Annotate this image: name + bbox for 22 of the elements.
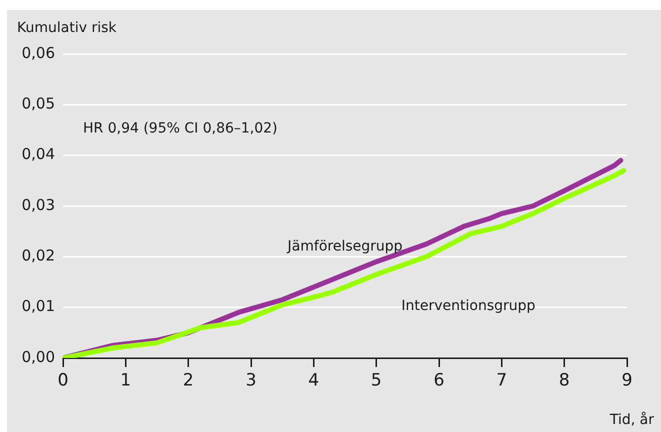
y-tick-label: 0,06 <box>22 44 55 62</box>
x-axis-title: Tid, år <box>608 411 654 428</box>
x-tick-label: 9 <box>622 370 632 391</box>
y-tick-label: 0,00 <box>22 348 55 366</box>
annotation: HR 0,94 (95% CI 0,86–1,02) <box>83 120 278 137</box>
y-tick-label: 0,05 <box>22 94 55 113</box>
x-tick-label: 6 <box>434 370 444 391</box>
x-tick-label: 7 <box>496 370 508 391</box>
x-tick-label: 3 <box>246 370 256 391</box>
x-tick-label: 1 <box>120 370 132 391</box>
y-tick-label: 0,03 <box>22 196 55 214</box>
series-label: Jämförelsegrupp <box>286 238 403 255</box>
y-tick-label: 0,02 <box>22 246 55 265</box>
x-tick-label: 0 <box>58 370 68 391</box>
x-tick-label: 5 <box>370 370 382 391</box>
y-axis-title: Kumulativ risk <box>17 20 118 36</box>
x-tick-label: 8 <box>558 370 570 391</box>
x-tick-label: 2 <box>182 370 194 391</box>
text: Interventionsgrupp <box>401 298 536 314</box>
y-tick-label: 0,01 <box>22 297 55 316</box>
y-tick-label: 0,04 <box>22 145 55 164</box>
x-tick-label: 4 <box>308 370 320 391</box>
